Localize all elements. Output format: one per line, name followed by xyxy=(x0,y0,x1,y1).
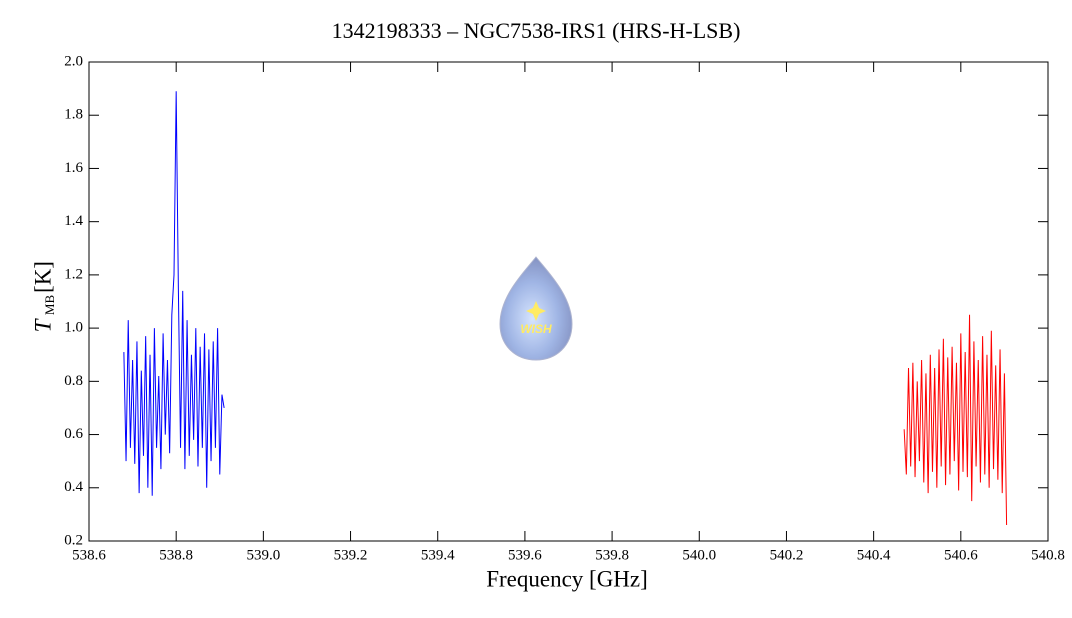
x-tick-label: 539.2 xyxy=(334,547,368,563)
x-tick-label: 540.8 xyxy=(1031,547,1065,563)
logo: WISH xyxy=(499,256,573,361)
y-tick-label: 1.0 xyxy=(64,320,83,336)
y-tick-label: 1.8 xyxy=(64,107,83,123)
y-tick-label: 1.2 xyxy=(64,266,83,282)
y-tick-label: 1.4 xyxy=(64,213,83,229)
y-tick-label: 0.6 xyxy=(64,426,83,442)
plot-frame xyxy=(88,61,1049,542)
x-tick-label: 538.8 xyxy=(159,547,193,563)
x-tick-label: 539.6 xyxy=(508,547,542,563)
x-axis-label: Frequency [GHz] xyxy=(486,566,648,591)
chart-title: 1342198333 – NGC7538-IRS1 (HRS-H-LSB) xyxy=(332,18,741,43)
x-tick-label: 539.8 xyxy=(595,547,629,563)
x-tick-label: 540.4 xyxy=(857,547,891,563)
y-tick-label: 2.0 xyxy=(64,53,83,69)
y-label-subscript: MB xyxy=(42,295,57,316)
y-tick-label: 1.6 xyxy=(64,160,83,176)
y-tick-label: 0.8 xyxy=(64,373,83,389)
y-label-unit: [K] xyxy=(30,261,55,293)
x-tick-label: 539.0 xyxy=(246,547,280,563)
spectrum-line xyxy=(123,91,225,496)
x-tick-label: 540.6 xyxy=(944,547,978,563)
x-tick-label: 540.2 xyxy=(770,547,804,563)
y-axis-label: T MB [K] xyxy=(30,261,57,332)
x-tick-label: 538.6 xyxy=(72,547,106,563)
y-tick-label: 0.2 xyxy=(64,532,83,548)
x-tick-label: 539.4 xyxy=(421,547,455,563)
y-tick-label: 0.4 xyxy=(64,479,83,495)
y-label-symbol: T xyxy=(30,317,55,332)
spectrum-line xyxy=(903,314,1008,526)
x-tick-label: 540.0 xyxy=(682,547,716,563)
logo-text: WISH xyxy=(520,322,552,336)
